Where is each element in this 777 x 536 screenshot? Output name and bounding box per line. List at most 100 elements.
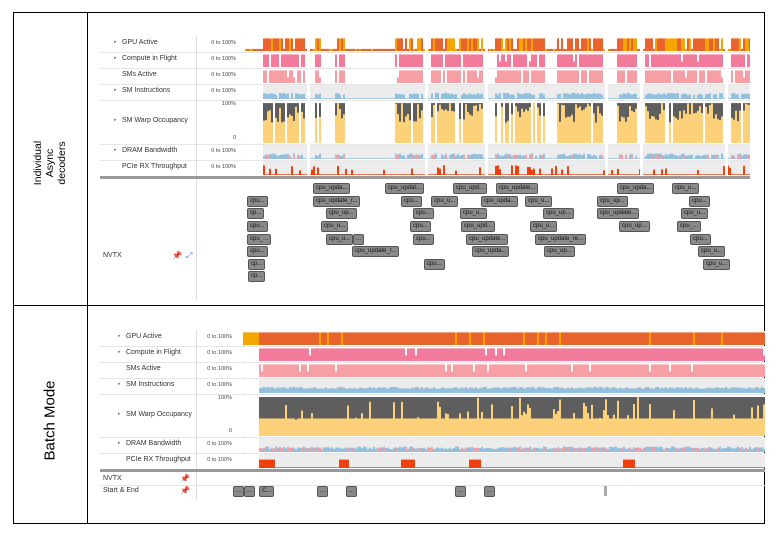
track-dram (245, 145, 750, 159)
nvtx-range-box[interactable]: cpu_u... (681, 208, 708, 219)
nvtx-range-box[interactable]: cp... (248, 259, 265, 270)
track-gpu (245, 37, 750, 51)
nvtx-range-box[interactable]: cpu... (690, 234, 711, 245)
timeline-gap (485, 36, 488, 176)
track-warp (245, 101, 750, 143)
nvtx-range-box[interactable]: cpu_u... (326, 234, 353, 245)
nvtx-range-box[interactable]: cpu_update_r... (313, 196, 360, 207)
start-end-label: Start & End (103, 487, 139, 494)
row-range: 0 to 100% (192, 457, 232, 463)
start-end-box[interactable]: ... (233, 486, 244, 497)
nvtx-range-box[interactable]: cpu_update_re... (535, 234, 586, 245)
nvtx-range-box[interactable]: cpu_u... (460, 208, 487, 219)
nvtx-range-box[interactable]: cpu_u... (321, 221, 348, 232)
nvtx-range-box[interactable]: cpu_up... (619, 221, 650, 232)
pin-icon[interactable]: 📌 (180, 474, 190, 483)
pin-icon[interactable]: 📌 (180, 486, 190, 495)
track-compute (245, 53, 750, 67)
row-label: DRAM Bandwidth (126, 440, 181, 447)
expand-arrow-icon[interactable]: ▸ (114, 55, 117, 61)
expand-arrow-icon[interactable]: ▸ (114, 117, 117, 123)
side-label-top: Individual Async decoders (20, 100, 80, 220)
label-column-border (196, 36, 197, 300)
nvtx-range-box[interactable]: cp... (248, 271, 265, 282)
nvtx-range-box[interactable]: cpu_update... (597, 208, 639, 219)
nvtx-range-box[interactable]: cpu_... (677, 221, 701, 232)
nvtx-range-box[interactable]: cpu... (424, 259, 445, 270)
range-marker (604, 486, 607, 496)
nvtx-range-box[interactable]: cpu... (401, 196, 422, 207)
row-range: 0 to 100% (192, 366, 232, 372)
row-range: 0 to 100% (192, 334, 232, 340)
row-separator (100, 485, 765, 486)
nvtx-range-box[interactable]: cpu_u... (431, 196, 458, 207)
nvtx-range-box[interactable]: cpu_u... (530, 221, 557, 232)
nvtx-range-box[interactable]: cpu_updat... (385, 183, 424, 194)
nvtx-range-box[interactable]: cpu_u... (525, 196, 552, 207)
nvtx-range-box[interactable]: cpu... (247, 246, 268, 257)
row-range: 0 to 100% (196, 40, 236, 46)
nvtx-range-box[interactable]: cpu_upda... (472, 246, 509, 257)
row-range-bottom: 0 (196, 135, 236, 141)
nvtx-range-box[interactable]: cpu_upda... (617, 183, 654, 194)
nvtx-range-box[interactable]: cpu... (413, 234, 434, 245)
nvtx-range-box[interactable]: cpu... (247, 221, 268, 232)
expand-arrow-icon[interactable]: ▸ (118, 381, 121, 387)
nvtx-label: NVTX (103, 252, 122, 259)
row-range-top: 100% (192, 395, 232, 401)
label-column-border (196, 330, 197, 500)
nvtx-range-box[interactable]: cpu_update_r... (352, 246, 399, 257)
row-range: 0 to 100% (196, 72, 236, 78)
nvtx-range-box[interactable]: cpu... (413, 208, 434, 219)
nvtx-range-box[interactable]: cp... (247, 208, 264, 219)
start-end-box[interactable]: ... (455, 486, 466, 497)
track-sms (243, 363, 765, 377)
pane-splitter[interactable] (100, 469, 765, 472)
side-label-line: decoders (56, 103, 68, 223)
expand-arrow-icon[interactable]: ▸ (118, 349, 121, 355)
track-dram (243, 438, 765, 452)
side-label-bottom: Batch Mode (20, 360, 80, 480)
expand-arrow-icon[interactable]: ▸ (114, 39, 117, 45)
nvtx-range-box[interactable]: cpu_update... (466, 234, 508, 245)
nvtx-range-box[interactable]: cpu... (410, 221, 431, 232)
expand-icon[interactable]: ⤢ (186, 251, 192, 261)
nvtx-range-box[interactable]: cpu_upd... (461, 221, 495, 232)
nvtx-range-box[interactable]: cpu_up... (544, 246, 575, 257)
expand-arrow-icon[interactable]: ▸ (118, 411, 121, 417)
row-label: PCIe RX Throughput (122, 163, 187, 170)
start-end-box[interactable]: ... (484, 486, 495, 497)
nvtx-range-box[interactable]: cpu... (689, 196, 710, 207)
row-range-bottom: 0 (192, 428, 232, 434)
nvtx-range-box[interactable]: cpu_upda... (481, 196, 518, 207)
nvtx-range-box[interactable]: cpu_up... (543, 208, 574, 219)
row-label: GPU Active (122, 39, 158, 46)
nvtx-range-box[interactable]: cpu_upd... (453, 183, 487, 194)
expand-arrow-icon[interactable]: ▸ (114, 87, 117, 93)
nvtx-range-box[interactable]: cpu_up... (326, 208, 357, 219)
start-end-box[interactable]: ... (346, 486, 357, 497)
nvtx-range-box[interactable]: cpu_u... (703, 259, 730, 270)
row-label: SM Warp Occupancy (122, 117, 188, 124)
row-label: SM Instructions (126, 381, 174, 388)
pin-icon[interactable]: 📌 (172, 251, 182, 260)
nvtx-range-box[interactable]: cpu_upda... (313, 183, 350, 194)
nvtx-range-box[interactable]: cpu_up... (597, 196, 628, 207)
pane-splitter[interactable] (100, 176, 750, 179)
nvtx-range-box[interactable]: cpu... (247, 196, 268, 207)
row-range: 0 to 100% (192, 441, 232, 447)
expand-arrow-icon[interactable]: ▸ (118, 333, 121, 339)
row-range: 0 to 100% (196, 56, 236, 62)
nvtx-range-box[interactable]: cpu_u... (672, 183, 699, 194)
track-sms (245, 69, 750, 83)
expand-arrow-icon[interactable]: ▸ (118, 440, 121, 446)
nvtx-range-box[interactable]: ... (353, 234, 364, 245)
start-end-box[interactable]: ... (317, 486, 328, 497)
start-end-box[interactable]: ... (244, 486, 255, 497)
expand-arrow-icon[interactable]: ▸ (114, 147, 117, 153)
nvtx-range-box[interactable]: cpu_u... (698, 246, 725, 257)
nvtx-range-box[interactable]: cpu_... (247, 234, 271, 245)
nvtx-range-box[interactable]: cpu_update... (496, 183, 538, 194)
start-end-box[interactable]: C... (259, 486, 274, 497)
row-label: DRAM Bandwidth (122, 147, 177, 154)
